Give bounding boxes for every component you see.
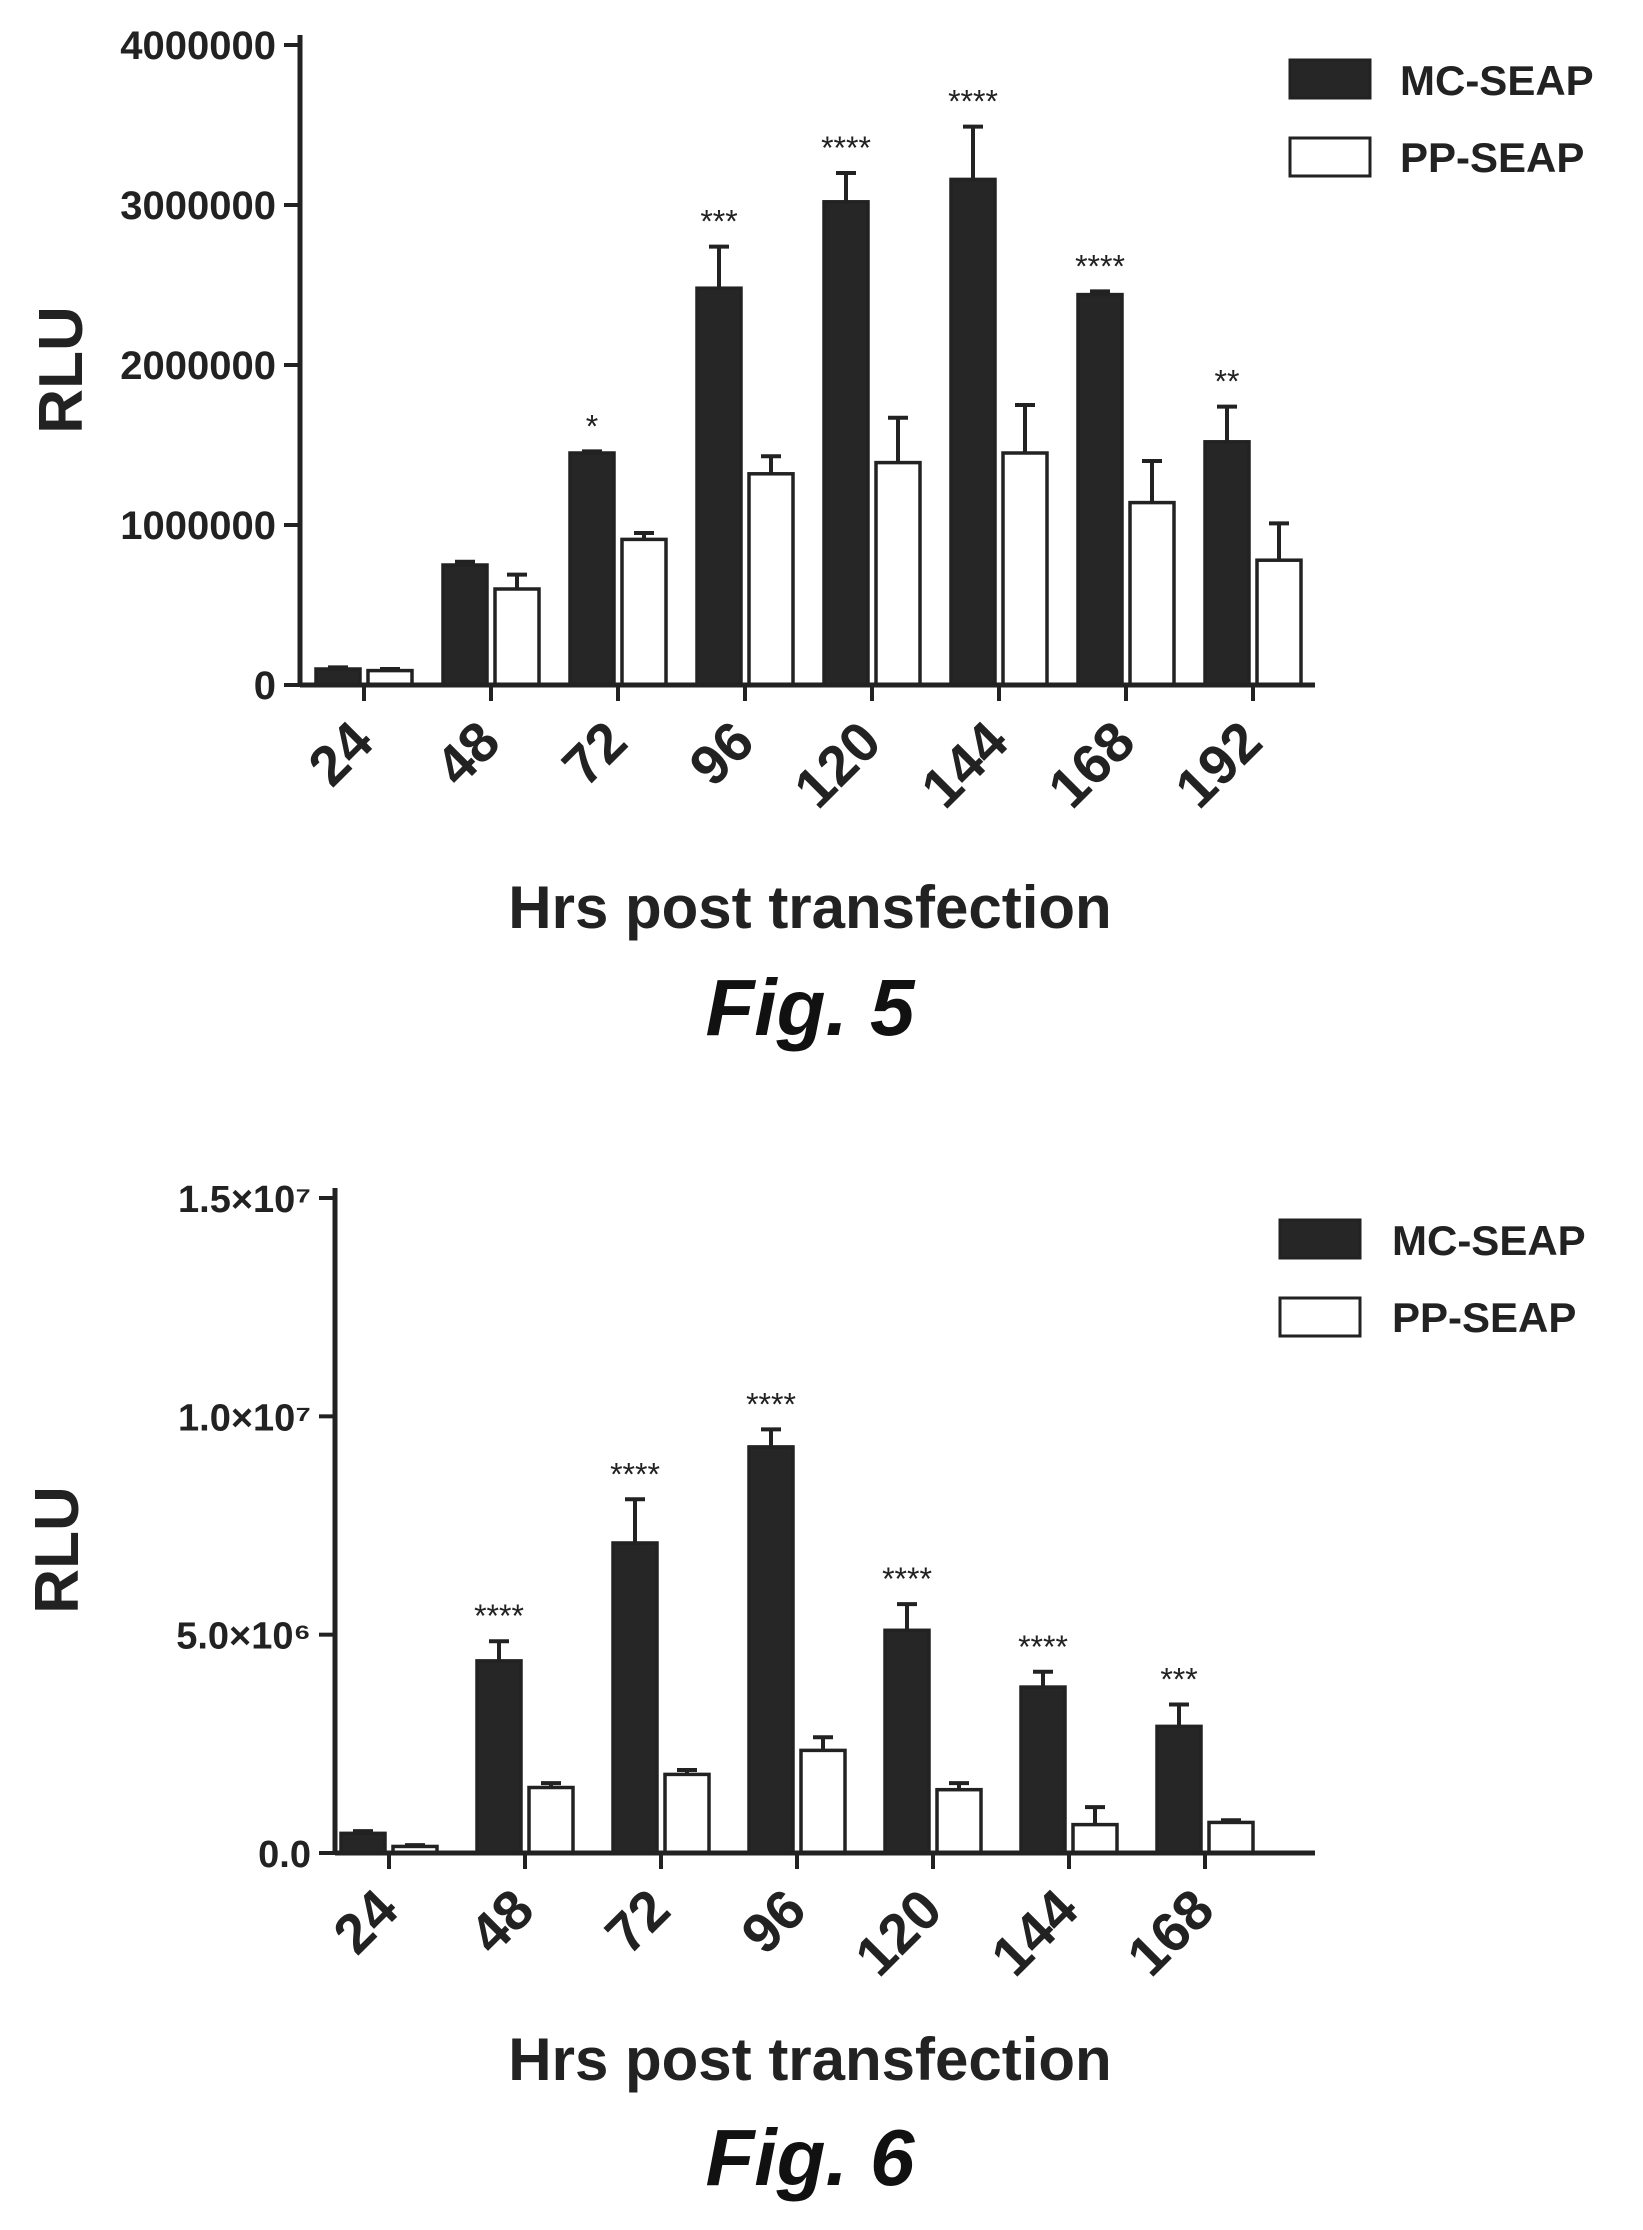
fig6-bar-mc bbox=[611, 1541, 659, 1855]
fig6-bars-mc bbox=[339, 1445, 1203, 1855]
fig6-legend-swatch-pp bbox=[1278, 1296, 1362, 1338]
fig6-legend-swatch-mc bbox=[1278, 1218, 1362, 1260]
fig5-y-ticks: 0 1000000 2000000 3000000 4000000 bbox=[120, 24, 300, 708]
fig5-x-tick-label: 72 bbox=[550, 709, 639, 798]
fig6-significance-label: **** bbox=[474, 1598, 524, 1634]
fig5-x-tick-label: 48 bbox=[423, 709, 512, 798]
fig5-legend-label-pp: PP-SEAP bbox=[1400, 134, 1584, 181]
fig5-significance-label: * bbox=[586, 408, 598, 444]
fig5-bar-mc bbox=[695, 286, 743, 687]
fig5-x-tick-label: 24 bbox=[296, 709, 385, 798]
fig5-bar-mc bbox=[1203, 440, 1251, 687]
fig5-bar-mc bbox=[568, 451, 616, 687]
fig5-bars-pp bbox=[366, 451, 1303, 687]
fig5-significance-label: ** bbox=[1215, 364, 1240, 400]
fig5-x-ticks: 24 48 72 96 120 144 168 192 bbox=[296, 685, 1274, 820]
fig6-x-tick-label: 48 bbox=[457, 1877, 546, 1966]
fig6-bar-mc bbox=[747, 1445, 795, 1855]
fig5-significance-label: *** bbox=[700, 204, 737, 240]
fig6-significance-label: *** bbox=[1160, 1662, 1197, 1698]
fig5-legend-swatch-mc bbox=[1288, 58, 1372, 100]
fig6-bar-pp bbox=[799, 1748, 847, 1855]
fig5-bar-pp bbox=[620, 537, 668, 687]
fig5-legend: MC-SEAP PP-SEAP bbox=[1288, 57, 1594, 181]
fig6-x-axis-title: Hrs post transfection bbox=[508, 2026, 1111, 2093]
fig6-bar-pp bbox=[663, 1772, 711, 1855]
fig6-x-tick-label: 168 bbox=[1115, 1877, 1226, 1988]
fig6-significance-label: **** bbox=[610, 1456, 660, 1492]
fig6-x-tick-label: 24 bbox=[321, 1877, 410, 1966]
fig5-x-tick-label: 168 bbox=[1036, 709, 1147, 820]
fig6-bar-pp bbox=[1071, 1822, 1119, 1855]
fig5-y-tick-label: 0 bbox=[254, 664, 276, 708]
fig6-legend: MC-SEAP PP-SEAP bbox=[1278, 1217, 1586, 1341]
fig6-bar-mc bbox=[339, 1831, 387, 1855]
figure-5-chart: ****************** 010000002000000300000… bbox=[27, 24, 1594, 1052]
fig5-y-tick-label: 2000000 bbox=[120, 344, 276, 388]
fig5-significance-label: **** bbox=[948, 84, 998, 120]
fig6-y-tick-label: 5.0×10⁶ bbox=[176, 1616, 311, 1658]
fig5-significance-label: **** bbox=[821, 130, 871, 166]
fig6-bar-mc bbox=[475, 1659, 523, 1855]
fig6-y-ticks: 0.0 5.0×10⁶ 1.0×10⁷ 1.5×10⁷ bbox=[176, 1179, 335, 1876]
fig6-caption: Fig. 6 bbox=[706, 2113, 915, 2202]
fig5-legend-label-mc: MC-SEAP bbox=[1400, 57, 1594, 104]
fig6-x-tick-label: 96 bbox=[729, 1877, 818, 1966]
fig5-y-tick-label: 3000000 bbox=[120, 184, 276, 228]
fig6-bar-mc bbox=[1155, 1724, 1203, 1855]
fig6-legend-label-pp: PP-SEAP bbox=[1392, 1294, 1576, 1341]
fig5-y-tick-label: 1000000 bbox=[120, 504, 276, 548]
fig6-bar-mc bbox=[1019, 1685, 1067, 1855]
fig5-y-axis-title: RLU bbox=[27, 306, 96, 433]
fig5-bar-pp bbox=[874, 460, 922, 687]
fig6-significance-label: **** bbox=[1018, 1629, 1068, 1665]
fig5-bar-pp bbox=[1255, 558, 1303, 687]
fig6-bar-mc bbox=[883, 1628, 931, 1855]
fig6-y-tick-label: 0.0 bbox=[258, 1834, 311, 1876]
fig6-significance-label: **** bbox=[882, 1561, 932, 1597]
fig5-legend-swatch-pp bbox=[1288, 136, 1372, 178]
fig5-caption: Fig. 5 bbox=[706, 963, 916, 1052]
fig5-bar-pp bbox=[747, 472, 795, 687]
fig6-y-tick-label: 1.5×10⁷ bbox=[178, 1179, 311, 1221]
fig5-bar-pp bbox=[1128, 500, 1176, 687]
fig5-bar-pp bbox=[1001, 451, 1049, 687]
fig6-bar-pp bbox=[935, 1787, 983, 1855]
fig5-bar-mc bbox=[949, 177, 997, 687]
fig6-axes bbox=[332, 1188, 1315, 1856]
fig5-x-tick-label: 96 bbox=[677, 709, 766, 798]
figure-6-chart: *********************** 0.05.0×10⁶1.0×10… bbox=[23, 1179, 1586, 2202]
fig6-x-tick-label: 144 bbox=[979, 1877, 1090, 1988]
fig6-significance-label: **** bbox=[746, 1386, 796, 1422]
fig5-y-tick-label: 4000000 bbox=[120, 24, 276, 68]
fig6-y-tick-label: 1.0×10⁷ bbox=[178, 1397, 311, 1439]
fig6-x-ticks: 24 48 72 96 120 144 168 bbox=[321, 1853, 1226, 1988]
fig6-bar-pp bbox=[1207, 1820, 1255, 1855]
fig5-error-bars bbox=[328, 124, 1289, 671]
fig6-error-bars bbox=[353, 1427, 1241, 1848]
fig5-x-axis-title: Hrs post transfection bbox=[508, 874, 1111, 941]
fig5-axes bbox=[297, 35, 1315, 688]
fig6-legend-label-mc: MC-SEAP bbox=[1392, 1217, 1586, 1264]
fig5-x-tick-label: 120 bbox=[782, 709, 893, 820]
fig6-x-tick-label: 120 bbox=[843, 1877, 954, 1988]
fig5-bar-mc bbox=[441, 563, 489, 687]
fig5-bars-mc bbox=[314, 177, 1251, 687]
fig6-y-axis-title: RLU bbox=[23, 1486, 92, 1613]
fig5-bar-mc bbox=[822, 200, 870, 687]
fig5-significance: ****************** bbox=[586, 84, 1240, 445]
fig5-x-tick-label: 144 bbox=[909, 709, 1020, 820]
fig5-bar-mc bbox=[1076, 292, 1124, 687]
fig6-x-tick-label: 72 bbox=[593, 1877, 682, 1966]
fig5-bar-pp bbox=[493, 587, 541, 687]
fig5-x-tick-label: 192 bbox=[1163, 709, 1274, 820]
fig6-significance: *********************** bbox=[474, 1386, 1198, 1697]
fig5-significance-label: **** bbox=[1075, 248, 1125, 284]
fig6-bar-pp bbox=[527, 1785, 575, 1855]
